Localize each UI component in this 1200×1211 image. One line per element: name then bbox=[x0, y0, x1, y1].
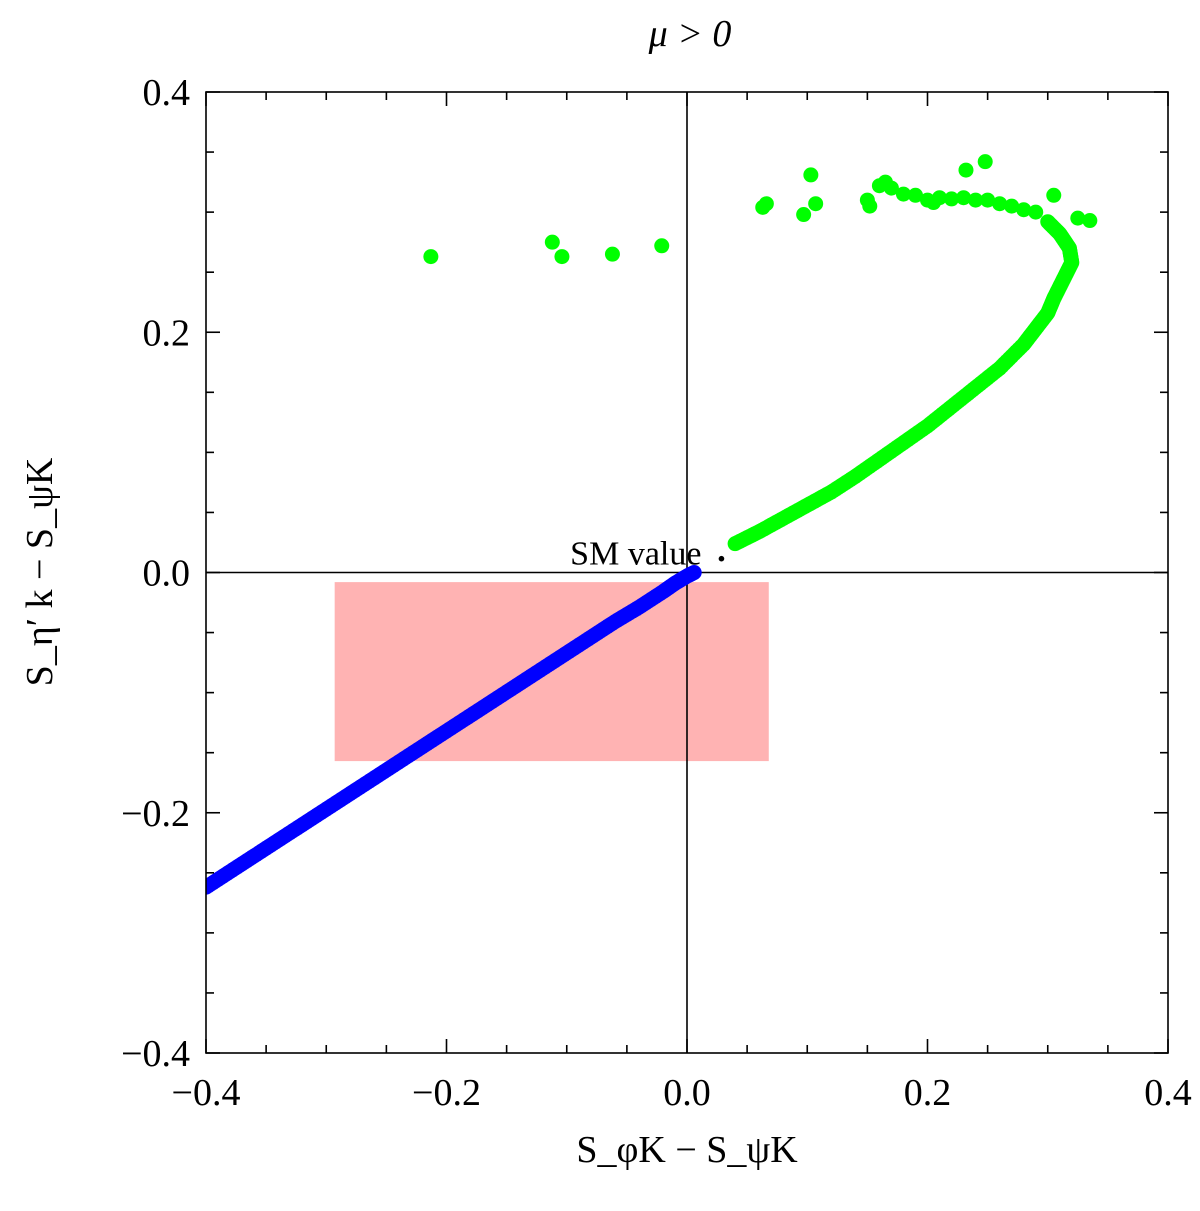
chart-title: μ > 0 bbox=[648, 13, 732, 55]
sm-value-marker bbox=[718, 555, 725, 562]
x-tick-label: 0.4 bbox=[1144, 1072, 1192, 1114]
data-point-green bbox=[958, 162, 974, 178]
data-point-green bbox=[796, 207, 812, 223]
data-point-green bbox=[1046, 187, 1062, 203]
y-tick-label: 0.2 bbox=[143, 312, 191, 354]
data-point-green bbox=[980, 192, 996, 208]
y-tick-label: −0.4 bbox=[121, 1033, 190, 1075]
series-blue bbox=[206, 565, 702, 895]
x-tick-label: −0.4 bbox=[172, 1072, 241, 1114]
data-point-green bbox=[926, 195, 942, 211]
data-point-green bbox=[977, 154, 993, 170]
data-point-green bbox=[1016, 202, 1032, 218]
data-point-green bbox=[1070, 210, 1086, 226]
data-point-green bbox=[803, 167, 819, 183]
data-point-green bbox=[1028, 204, 1044, 220]
data-point-green bbox=[423, 249, 439, 265]
data-point-green bbox=[544, 234, 560, 250]
series-green bbox=[423, 154, 1098, 552]
ticks-layer: −0.4 −0.2 0.0 0.2 0.4 −0.4 −0.2 0.0 0.2 0.4 bbox=[121, 72, 1192, 1114]
y-tick-label: 0.4 bbox=[143, 72, 191, 114]
y-tick-label: −0.2 bbox=[121, 793, 190, 835]
data-point-green bbox=[654, 238, 670, 254]
data-point-green bbox=[968, 192, 984, 208]
data-point-green bbox=[755, 199, 771, 215]
x-tick-label: 0.0 bbox=[663, 1072, 711, 1114]
data-point-green bbox=[554, 249, 570, 265]
x-tick-label: −0.2 bbox=[412, 1072, 481, 1114]
data-point-green bbox=[1041, 215, 1057, 231]
x-axis-label: S_φK − S_ψK bbox=[576, 1129, 798, 1171]
data-point-blue bbox=[685, 565, 701, 581]
data-point-green bbox=[604, 246, 620, 262]
data-point-green bbox=[895, 186, 911, 202]
data-point-green bbox=[1082, 213, 1098, 229]
y-axis-label: S_η′ k − S_ψK bbox=[19, 457, 61, 686]
sm-value-annotation: SM value bbox=[570, 536, 701, 573]
data-point-green bbox=[877, 174, 893, 190]
y-tick-label: 0.0 bbox=[143, 553, 191, 595]
data-point-green bbox=[907, 187, 923, 203]
x-tick-label: 0.2 bbox=[904, 1072, 952, 1114]
data-point-green bbox=[992, 196, 1008, 212]
data-point-green bbox=[956, 190, 972, 206]
data-point-green bbox=[1004, 198, 1020, 214]
data-point-green bbox=[944, 191, 960, 207]
data-points-layer bbox=[206, 154, 1098, 895]
data-point-green bbox=[808, 196, 824, 212]
data-point-green bbox=[862, 198, 878, 214]
